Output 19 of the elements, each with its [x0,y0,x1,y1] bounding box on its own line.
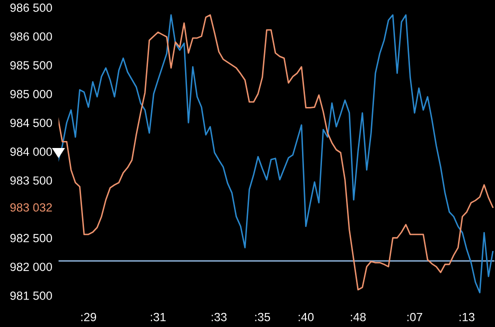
y-tick-label: 986 000 [10,32,52,41]
x-tick-label: :07 [407,312,422,322]
y-tick-label: 983 500 [10,176,52,185]
x-tick-label: :31 [150,312,166,322]
y-tick-label: 984 500 [10,118,52,128]
x-tick-label: :48 [350,312,366,322]
x-tick-label: :35 [255,312,270,322]
x-tick-label: :13 [460,312,474,322]
y-tick-label: 983 032 [10,203,52,212]
x-tick-label: :29 [81,312,96,322]
y-tick-label: 986 500 [10,4,52,12]
y-tick-label: 985 500 [10,61,52,70]
y-tick-label: 984 000 [10,148,52,156]
x-tick-label: :33 [212,312,227,322]
y-tick-label: 982 500 [10,234,52,242]
y-tick-label: 985 000 [10,90,52,98]
x-tick-label: :40 [298,312,314,322]
y-tick-label: 982 000 [10,262,52,272]
y-tick-label: 981 500 [10,292,52,300]
